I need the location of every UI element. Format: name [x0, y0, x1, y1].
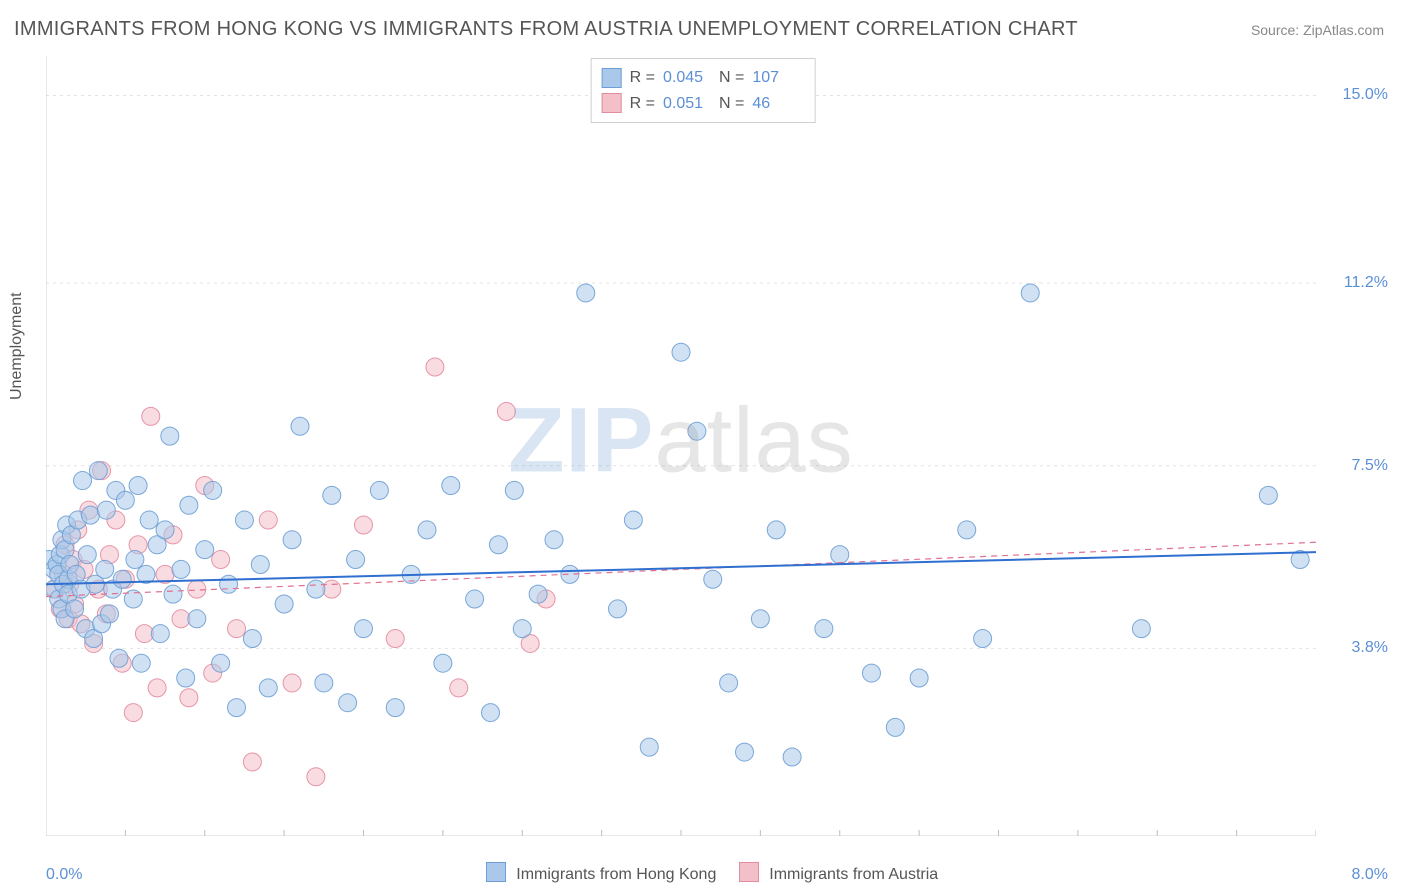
series-legend: Immigrants from Hong Kong Immigrants fro…: [0, 862, 1406, 884]
r-value-hongkong: 0.045: [663, 65, 711, 91]
y-axis-tick: 11.2%: [1344, 274, 1388, 292]
chart-title: IMMIGRANTS FROM HONG KONG VS IMMIGRANTS …: [14, 18, 1078, 41]
r-value-austria: 0.051: [663, 91, 711, 117]
n-value-hongkong: 107: [752, 65, 800, 91]
plot-area: ZIPatlas: [46, 56, 1316, 836]
stats-legend: R = 0.045 N = 107 R = 0.051 N = 46: [591, 58, 816, 123]
n-label: N =: [719, 91, 744, 117]
legend-swatch-austria: [739, 862, 759, 882]
n-label: N =: [719, 65, 744, 91]
legend-label-hongkong: Immigrants from Hong Kong: [516, 866, 716, 883]
y-axis-label: Unemployment: [8, 292, 26, 400]
stats-swatch-hongkong: [602, 68, 622, 88]
stats-row-austria: R = 0.051 N = 46: [602, 91, 801, 117]
source-label: Source: ZipAtlas.com: [1251, 22, 1384, 38]
y-axis-tick: 7.5%: [1352, 457, 1388, 475]
stats-row-hongkong: R = 0.045 N = 107: [602, 65, 801, 91]
n-value-austria: 46: [752, 91, 800, 117]
y-axis-tick: 3.8%: [1352, 639, 1388, 657]
scatter-svg: [46, 56, 1316, 836]
legend-swatch-hongkong: [486, 862, 506, 882]
y-axis-tick: 15.0%: [1343, 86, 1388, 104]
legend-label-austria: Immigrants from Austria: [769, 866, 938, 883]
r-label: R =: [630, 65, 655, 91]
r-label: R =: [630, 91, 655, 117]
stats-swatch-austria: [602, 93, 622, 113]
